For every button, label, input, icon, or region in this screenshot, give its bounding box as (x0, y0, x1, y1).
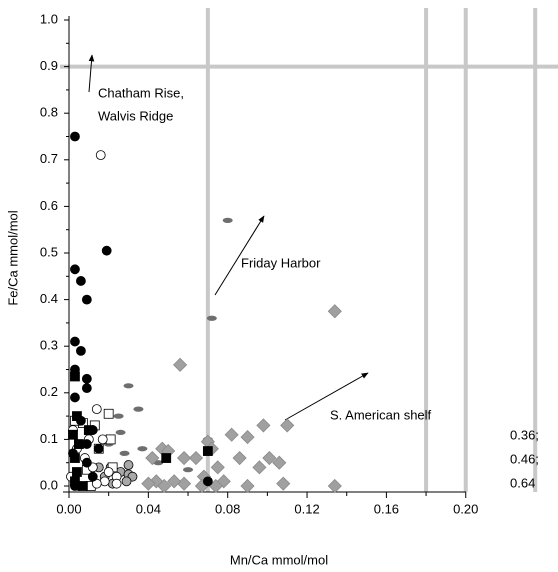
point (240, 430, 255, 445)
point (137, 446, 148, 452)
point (327, 304, 342, 319)
point (252, 460, 267, 475)
point (103, 408, 114, 419)
axes (63, 16, 467, 498)
point (81, 294, 92, 305)
point (81, 373, 92, 384)
y-tick-label: 0.8 (40, 105, 58, 120)
y-tick-label: 0.7 (40, 151, 58, 166)
x-tick-label: 0.16 (374, 501, 399, 516)
annotation: Chatham Rise, (98, 85, 184, 100)
annotation-arrow (88, 54, 95, 93)
x-axis-title: Mn/Ca mmol/mol (230, 552, 328, 567)
points (66, 131, 342, 494)
point (68, 448, 78, 459)
y-tick-label: 0.0 (40, 477, 58, 492)
point (141, 476, 156, 491)
side-note: 0.64 (510, 475, 535, 490)
point (272, 455, 287, 470)
annotation-arrow (284, 372, 369, 421)
y-tick-label: 0.6 (40, 198, 58, 213)
point (72, 467, 82, 477)
y-tick-label: 0.9 (40, 58, 58, 73)
y-axis-title: Fe/Ca mmol/mol (5, 210, 20, 305)
point (76, 345, 86, 356)
x-tick-label: 0.08 (215, 501, 240, 516)
point (81, 439, 92, 449)
point (188, 450, 204, 466)
y-tick-label: 1.0 (40, 11, 58, 26)
point (121, 476, 132, 487)
point (327, 478, 342, 494)
point (81, 457, 92, 468)
point (123, 460, 134, 470)
point (70, 481, 80, 491)
point (157, 478, 172, 494)
point (280, 418, 295, 433)
point (206, 315, 217, 321)
point (101, 245, 112, 256)
point (224, 427, 239, 442)
annotation-arrow (214, 215, 265, 296)
point (113, 413, 124, 419)
point (262, 450, 277, 466)
point (222, 217, 233, 223)
point (70, 336, 80, 347)
point (115, 429, 126, 436)
point (119, 450, 130, 456)
point (202, 476, 213, 487)
x-tick-label: 0.00 (56, 501, 81, 516)
point (70, 392, 80, 403)
point (232, 450, 247, 466)
point (81, 383, 92, 394)
point (93, 443, 104, 454)
point (70, 264, 80, 275)
y-tick-label: 0.2 (40, 384, 58, 399)
point (87, 471, 98, 482)
point (202, 446, 213, 456)
reference-lines (60, 8, 558, 492)
annotation: S. American shelf (330, 407, 432, 422)
side-note: 0.36; (510, 427, 539, 442)
y-tick-label: 0.3 (40, 338, 58, 353)
x-tick-label: 0.12 (294, 501, 319, 516)
point (123, 383, 134, 389)
point (70, 131, 80, 142)
point (176, 450, 192, 466)
point (97, 434, 108, 445)
point (76, 415, 86, 426)
side-note: 0.46; (510, 451, 539, 466)
point (91, 404, 102, 415)
point (210, 460, 225, 475)
y-tick-label: 0.4 (40, 291, 58, 306)
point (173, 357, 188, 372)
x-tick-label: 0.20 (453, 501, 478, 516)
point (256, 418, 271, 433)
point (240, 478, 255, 494)
point (133, 406, 144, 412)
point (176, 476, 192, 491)
point (70, 364, 80, 375)
point (87, 425, 98, 435)
annotation: Friday Harbor (241, 255, 321, 270)
point (68, 429, 78, 440)
y-tick-label: 0.5 (40, 244, 58, 259)
point (111, 478, 122, 489)
y-tick-label: 0.1 (40, 431, 58, 446)
annotation: Walvis Ridge (98, 108, 173, 123)
point (276, 476, 291, 491)
point (103, 467, 114, 477)
point (183, 467, 194, 473)
x-tick-label: 0.04 (136, 501, 161, 516)
point (161, 453, 172, 463)
point (76, 276, 86, 286)
point (95, 150, 106, 161)
point (167, 474, 182, 489)
point (145, 450, 160, 466)
